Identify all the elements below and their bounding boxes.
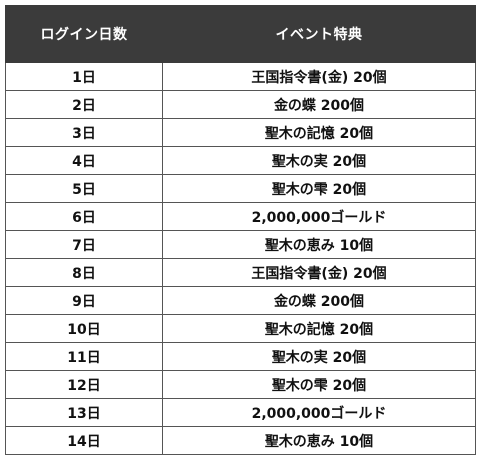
cell-reward: 聖木の実 20個 <box>162 146 476 175</box>
cell-reward: 金の蝶 200個 <box>162 90 476 119</box>
cell-day: 5日 <box>5 174 163 203</box>
cell-day: 8日 <box>5 258 163 287</box>
cell-reward: 聖木の実 20個 <box>162 342 476 371</box>
cell-day: 4日 <box>5 146 163 175</box>
header-login-days: ログイン日数 <box>5 5 163 63</box>
table-row: 8日 王国指令書(金) 20個 <box>5 258 476 287</box>
cell-reward: 王国指令書(金) 20個 <box>162 62 476 91</box>
cell-reward: 聖木の恵み 10個 <box>162 230 476 259</box>
table-row: 13日 2,000,000ゴールド <box>5 398 476 427</box>
login-bonus-table: ログイン日数 イベント特典 1日 王国指令書(金) 20個 2日 金の蝶 200… <box>5 5 476 455</box>
table-header-row: ログイン日数 イベント特典 <box>5 5 476 63</box>
table-row: 2日 金の蝶 200個 <box>5 90 476 119</box>
cell-day: 9日 <box>5 286 163 315</box>
cell-day: 7日 <box>5 230 163 259</box>
cell-day: 3日 <box>5 118 163 147</box>
cell-reward: 2,000,000ゴールド <box>162 202 476 231</box>
cell-reward: 聖木の雫 20個 <box>162 370 476 399</box>
cell-day: 14日 <box>5 426 163 455</box>
table-row: 5日 聖木の雫 20個 <box>5 174 476 203</box>
cell-reward: 聖木の恵み 10個 <box>162 426 476 455</box>
header-event-reward: イベント特典 <box>162 5 476 63</box>
table-row: 10日 聖木の記憶 20個 <box>5 314 476 343</box>
table-row: 9日 金の蝶 200個 <box>5 286 476 315</box>
cell-reward: 聖木の記憶 20個 <box>162 314 476 343</box>
cell-day: 1日 <box>5 62 163 91</box>
cell-day: 2日 <box>5 90 163 119</box>
login-bonus-table-container: ログイン日数 イベント特典 1日 王国指令書(金) 20個 2日 金の蝶 200… <box>5 5 476 455</box>
cell-reward: 金の蝶 200個 <box>162 286 476 315</box>
table-row: 1日 王国指令書(金) 20個 <box>5 62 476 91</box>
cell-reward: 聖木の雫 20個 <box>162 174 476 203</box>
table-row: 11日 聖木の実 20個 <box>5 342 476 371</box>
cell-day: 6日 <box>5 202 163 231</box>
table-row: 4日 聖木の実 20個 <box>5 146 476 175</box>
cell-reward: 王国指令書(金) 20個 <box>162 258 476 287</box>
table-row: 12日 聖木の雫 20個 <box>5 370 476 399</box>
table-row: 3日 聖木の記憶 20個 <box>5 118 476 147</box>
table-row: 7日 聖木の恵み 10個 <box>5 230 476 259</box>
cell-day: 12日 <box>5 370 163 399</box>
cell-reward: 2,000,000ゴールド <box>162 398 476 427</box>
table-row: 6日 2,000,000ゴールド <box>5 202 476 231</box>
cell-day: 13日 <box>5 398 163 427</box>
table-row: 14日 聖木の恵み 10個 <box>5 426 476 455</box>
cell-day: 11日 <box>5 342 163 371</box>
cell-reward: 聖木の記憶 20個 <box>162 118 476 147</box>
cell-day: 10日 <box>5 314 163 343</box>
